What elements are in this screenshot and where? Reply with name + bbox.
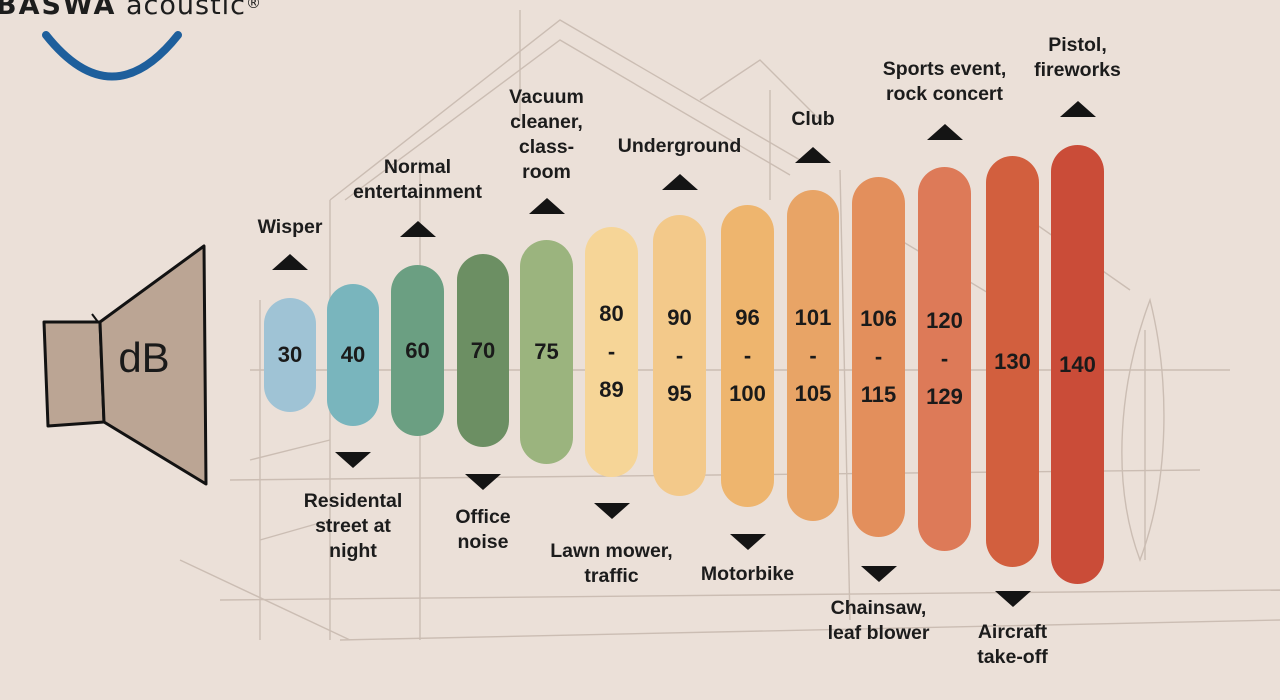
db-value: 130	[994, 348, 1031, 374]
db-value: 89	[599, 377, 624, 402]
noise-source-label: Sports event, rock concert	[882, 58, 1007, 105]
arrow-down-icon	[729, 534, 766, 550]
db-value: -	[874, 344, 883, 369]
noise-source-label: Underground	[617, 135, 742, 157]
noise-source-label: Club	[791, 108, 835, 130]
arrow-up-icon	[1059, 101, 1096, 117]
speaker-icon	[42, 244, 208, 486]
db-value: 129	[926, 384, 963, 409]
db-bar-7: 90 - 95	[653, 215, 706, 496]
noise-source-label: Chainsaw, leaf blower	[827, 597, 930, 644]
db-bar-13: 140	[1051, 145, 1104, 584]
db-value: -	[809, 342, 817, 368]
db-value: 80	[599, 301, 624, 326]
registered-mark: ®	[246, 0, 263, 12]
db-value: 40	[340, 342, 366, 367]
db-value: 90	[667, 304, 692, 330]
db-bar-11: 120 - 129	[918, 167, 971, 551]
db-bar-4: 70	[457, 254, 509, 447]
db-bar-10: 106 - 115	[852, 177, 905, 537]
noise-source-label: Normal entertainment	[353, 156, 482, 203]
db-value: 115	[860, 382, 897, 407]
db-value: 101	[794, 304, 832, 330]
noise-source-label: Office noise	[455, 506, 511, 553]
noise-source-label: Residental street at night	[303, 490, 403, 562]
db-value: -	[743, 343, 752, 368]
db-bar-8: 96 - 100	[721, 205, 774, 507]
noise-source-label: Wisper	[257, 216, 323, 238]
db-value: 120	[926, 308, 963, 333]
noise-source-label: Vacuum cleaner, class- room	[509, 86, 584, 183]
arrow-down-icon	[994, 591, 1031, 607]
arrow-up-icon	[528, 198, 565, 214]
db-value: -	[940, 346, 949, 371]
db-value: 30	[277, 342, 303, 367]
db-value: 106	[860, 306, 897, 331]
db-bar-1: 30	[264, 298, 316, 412]
arrow-up-icon	[926, 124, 963, 140]
arrow-up-icon	[661, 174, 698, 190]
speaker-db-label: dB	[118, 334, 170, 381]
db-bar-9: 101 - 105	[787, 190, 839, 521]
db-value: 75	[534, 339, 559, 364]
db-bar-2: 40	[327, 284, 379, 426]
db-value: 95	[667, 380, 692, 406]
arrow-down-icon	[860, 566, 897, 582]
db-value: 100	[729, 381, 766, 406]
db-bar-6: 80 - 89	[585, 227, 638, 477]
db-value: 70	[470, 337, 496, 363]
db-bar-3: 60	[391, 265, 444, 436]
db-bar-12: 130	[986, 156, 1039, 567]
arrow-up-icon	[272, 254, 308, 270]
noise-source-label: Aircraft take-off	[977, 621, 1048, 668]
db-bar-5: 75	[520, 240, 573, 464]
noise-source-label: Pistol, fireworks	[1034, 34, 1121, 81]
db-value: 96	[735, 305, 760, 330]
arrow-up-icon	[399, 221, 436, 237]
brand-logo-arc	[42, 31, 182, 81]
db-value: 60	[405, 337, 430, 363]
noise-source-label: Lawn mower, traffic	[550, 540, 673, 587]
db-value: 105	[794, 380, 832, 406]
db-value: -	[607, 339, 616, 364]
arrow-down-icon	[593, 503, 630, 519]
noise-source-label: Motorbike	[700, 563, 795, 585]
brand-name: BASWA	[0, 0, 117, 21]
arrow-down-icon	[465, 474, 501, 490]
arrow-down-icon	[335, 452, 371, 468]
db-value: 140	[1059, 351, 1096, 377]
brand-logo-text: BASWA acoustic®	[0, 0, 262, 21]
brand-suffix: acoustic	[125, 0, 247, 21]
arrow-up-icon	[795, 147, 831, 163]
db-value: -	[675, 342, 684, 368]
